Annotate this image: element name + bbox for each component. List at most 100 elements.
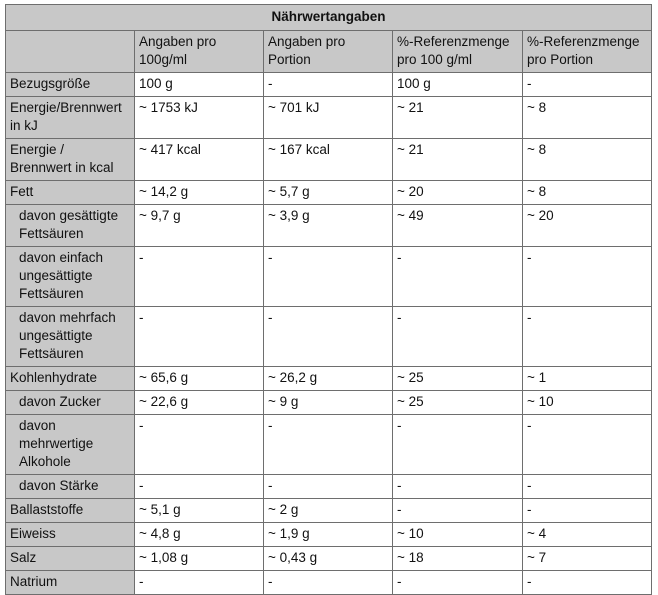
table-row: Energie / Brennwert in kcal ~ 417 kcal ~ 1… xyxy=(5,138,653,181)
table-cell: ~ 701 kJ xyxy=(263,96,393,139)
table-cell: ~ 26,2 g xyxy=(263,366,393,391)
table-cell: ~ 8 xyxy=(521,180,653,205)
table-cell: ~ 10 xyxy=(392,522,523,547)
table-cell: ~ 8 xyxy=(521,96,653,139)
row-label: davon gesättigte Fettsäuren xyxy=(5,204,135,247)
row-label: davon einfach ungesättigte Fettsäuren xyxy=(5,246,135,307)
row-label: Ballaststoffe xyxy=(5,498,135,523)
row-label: Kohlenhydrate xyxy=(5,366,135,391)
row-label: Natrium xyxy=(5,570,135,595)
nutrition-table: Nährwertangaben Angaben pro 100g/ml Anga… xyxy=(4,4,653,595)
table-row: Kohlenhydrate ~ 65,6 g ~ 26,2 g ~ 25 ~ 1 xyxy=(5,366,653,391)
table-row: davon einfach ungesättigte Fettsäuren - - -… xyxy=(5,246,653,307)
table-cell: ~ 49 xyxy=(392,204,523,247)
table-cell: ~ 3,9 g xyxy=(263,204,393,247)
table-cell: - xyxy=(263,474,393,499)
table-cell: - xyxy=(392,498,523,523)
table-title-row: Nährwertangaben xyxy=(4,4,653,31)
table-cell: - xyxy=(392,474,523,499)
column-header-empty xyxy=(5,30,135,73)
table-cell: ~ 25 xyxy=(392,366,523,391)
table-cell: - xyxy=(521,498,653,523)
row-label: Energie / Brennwert in kcal xyxy=(5,138,135,181)
row-label: davon mehrfach ungesättigte Fettsäuren xyxy=(5,306,135,367)
table-cell: ~ 20 xyxy=(392,180,523,205)
table-row: Salz ~ 1,08 g ~ 0,43 g ~ 18 ~ 7 xyxy=(5,546,653,571)
table-cell: - xyxy=(134,474,264,499)
table-row: davon gesättigte Fettsäuren ~ 9,7 g ~ 3,9 … xyxy=(5,204,653,247)
table-cell: ~ 14,2 g xyxy=(134,180,264,205)
table-cell: - xyxy=(263,414,393,475)
table-cell: ~ 1 xyxy=(521,366,653,391)
table-cell: ~ 1,9 g xyxy=(263,522,393,547)
table-cell: - xyxy=(521,72,653,97)
table-cell: ~ 18 xyxy=(392,546,523,571)
row-label: davon Zucker xyxy=(5,390,135,415)
table-cell: ~ 5,7 g xyxy=(263,180,393,205)
table-cell: - xyxy=(134,306,264,367)
table-cell: - xyxy=(263,246,393,307)
row-label: davon Stärke xyxy=(5,474,135,499)
table-cell: - xyxy=(521,246,653,307)
column-header: %-Referenzmenge pro Portion xyxy=(521,30,653,73)
table-cell: ~ 8 xyxy=(521,138,653,181)
table-cell: ~ 9 g xyxy=(263,390,393,415)
column-header: Angaben pro Portion xyxy=(263,30,393,73)
table-title: Nährwertangaben xyxy=(4,4,653,31)
table-cell: ~ 4 xyxy=(521,522,653,547)
table-cell: ~ 22,6 g xyxy=(134,390,264,415)
table-cell: ~ 25 xyxy=(392,390,523,415)
row-label: Fett xyxy=(5,180,135,205)
table-cell: - xyxy=(521,306,653,367)
table-cell: ~ 1753 kJ xyxy=(134,96,264,139)
table-header-row: Angaben pro 100g/ml Angaben pro Portion … xyxy=(5,30,653,73)
table-cell: ~ 20 xyxy=(521,204,653,247)
table-cell: - xyxy=(392,306,523,367)
row-label: davon mehrwertige Alkohole xyxy=(5,414,135,475)
table-cell: ~ 1,08 g xyxy=(134,546,264,571)
table-row: davon mehrfach ungesättigte Fettsäuren - -… xyxy=(5,306,653,367)
table-cell: 100 g xyxy=(134,72,264,97)
table-cell: ~ 167 kcal xyxy=(263,138,393,181)
table-cell: ~ 65,6 g xyxy=(134,366,264,391)
table-row: Bezugsgröße 100 g -100 g- xyxy=(5,72,653,97)
table-cell: - xyxy=(263,306,393,367)
table-body: Bezugsgröße 100 g -100 g - Energie/Brennwert… xyxy=(5,72,653,595)
table-cell: - xyxy=(134,246,264,307)
row-label: Eiweiss xyxy=(5,522,135,547)
row-label: Energie/Brennwert in kJ xyxy=(5,96,135,139)
table-cell: ~ 9,7 g xyxy=(134,204,264,247)
table-cell: ~ 417 kcal xyxy=(134,138,264,181)
table-cell: ~ 0,43 g xyxy=(263,546,393,571)
table-cell: - xyxy=(134,414,264,475)
table-cell: 100 g xyxy=(392,72,523,97)
column-header: Angaben pro 100g/ml xyxy=(134,30,264,73)
table-cell: ~ 21 xyxy=(392,138,523,181)
table-row: davon mehrwertige Alkohole - - - - xyxy=(5,414,653,475)
row-label: Bezugsgröße xyxy=(5,72,135,97)
table-cell: ~ 4,8 g xyxy=(134,522,264,547)
table-cell: ~ 7 xyxy=(521,546,653,571)
table-row: Ballaststoffe ~ 5,1 g ~ 2 g-- xyxy=(5,498,653,523)
table-cell: - xyxy=(263,72,393,97)
column-header: %-Referenzmenge pro 100 g/ml xyxy=(392,30,523,73)
table-cell: - xyxy=(521,570,653,595)
table-cell: - xyxy=(134,570,264,595)
table-row: Fett ~ 14,2 g ~ 5,7 g ~ 20 ~ 8 xyxy=(5,180,653,205)
table-cell: ~ 10 xyxy=(521,390,653,415)
table-cell: - xyxy=(263,570,393,595)
table-cell: - xyxy=(521,474,653,499)
table-cell: - xyxy=(521,414,653,475)
table-row: Energie/Brennwert in kJ ~ 1753 kJ ~ 701 kJ… xyxy=(5,96,653,139)
table-cell: ~ 2 g xyxy=(263,498,393,523)
table-cell: ~ 21 xyxy=(392,96,523,139)
row-label: Salz xyxy=(5,546,135,571)
nutrition-table-container: Nährwertangaben Angaben pro 100g/ml Anga… xyxy=(4,4,653,595)
table-cell: - xyxy=(392,570,523,595)
table-row: Eiweiss ~ 4,8 g ~ 1,9 g ~ 10 ~ 4 xyxy=(5,522,653,547)
table-cell: - xyxy=(392,414,523,475)
table-row: Natrium - - - - xyxy=(5,570,653,595)
table-cell: - xyxy=(392,246,523,307)
table-row: davon Stärke - - - - xyxy=(5,474,653,499)
table-cell: ~ 5,1 g xyxy=(134,498,264,523)
